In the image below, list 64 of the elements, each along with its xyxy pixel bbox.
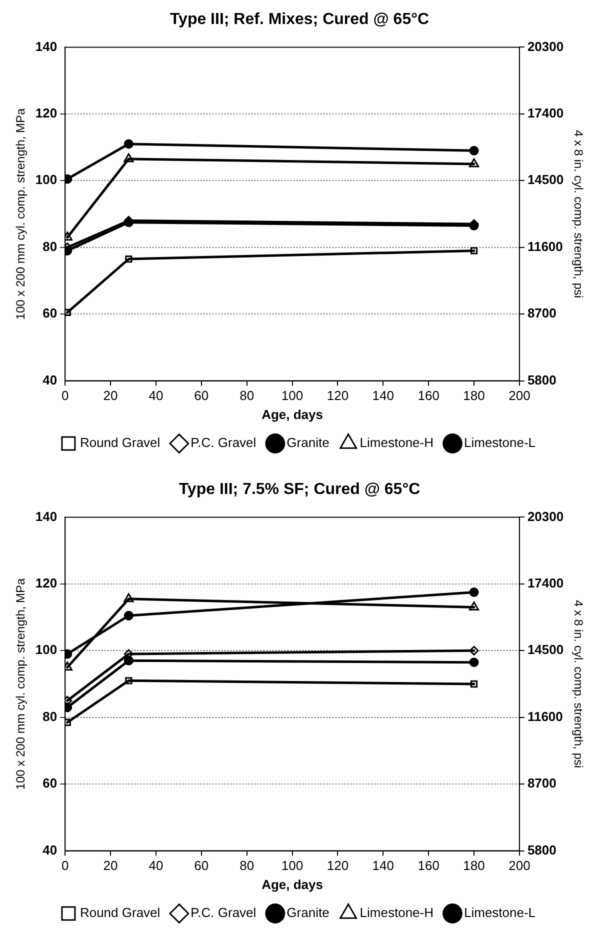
y2-tick-label: 8700 [527, 776, 556, 791]
legend-label: P.C. Gravel [190, 905, 256, 920]
x-tick-label: 160 [418, 388, 440, 404]
x-tick-label: 0 [61, 388, 69, 404]
x-tick-label: 100 [281, 858, 304, 874]
legend-label: Limestone-H [360, 435, 434, 450]
y2-tick-label: 11600 [527, 238, 563, 254]
y-tick-label: 40 [42, 372, 58, 388]
legend-label: Limestone-L [464, 905, 536, 920]
y-tick-label: 120 [35, 106, 58, 120]
x-tick-label: 100 [281, 388, 304, 404]
x-tick-label: 0 [61, 858, 69, 874]
y2-tick-label: 5800 [527, 372, 556, 388]
x-tick-label: 180 [463, 388, 485, 404]
x-tick-label: 140 [372, 858, 394, 874]
y2-tick-label: 11600 [527, 708, 563, 724]
legend-label: Limestone-L [464, 435, 536, 450]
legend-label: Round Gravel [80, 905, 160, 920]
y2-tick-label: 14500 [527, 642, 564, 658]
legend-label: Granite [286, 435, 330, 450]
legend-label: Round Gravel [80, 435, 160, 450]
x-tick-label: 40 [148, 858, 164, 874]
x-tick-label: 60 [194, 858, 209, 874]
x-axis-title: Age, days [262, 406, 323, 422]
x-tick-label: 180 [463, 858, 485, 874]
y2-tick-label: 17400 [527, 106, 564, 120]
legend-label: P.C. Gravel [190, 435, 256, 450]
y2-axis-title: 4 x 8 in. cyl. comp. strength, psi [571, 130, 586, 298]
y2-tick-label: 20300 [527, 508, 564, 524]
y-axis-title: 100 x 200 mm cyl. comp. strength, MPa [14, 108, 28, 320]
x-tick-label: 120 [326, 388, 349, 404]
x-tick-label: 160 [418, 858, 440, 874]
x-tick-label: 200 [508, 858, 530, 874]
y2-tick-label: 17400 [527, 576, 564, 590]
y2-tick-label: 20300 [527, 38, 564, 54]
x-tick-label: 20 [103, 858, 118, 874]
y-tick-label: 60 [42, 306, 58, 321]
y-tick-label: 60 [42, 776, 58, 791]
y-tick-label: 100 [35, 172, 58, 188]
y2-axis-title: 4 x 8 in. cyl. comp. strength, psi [571, 600, 586, 768]
x-axis-title: Age, days [262, 876, 323, 892]
x-tick-label: 40 [148, 388, 164, 404]
y-tick-label: 140 [35, 38, 58, 54]
y2-tick-label: 14500 [527, 172, 564, 188]
legend-label: Limestone-H [360, 905, 434, 920]
y2-tick-label: 5800 [527, 842, 556, 858]
y-tick-label: 40 [42, 842, 58, 858]
y-tick-label: 100 [35, 642, 58, 658]
x-tick-label: 80 [240, 858, 254, 874]
x-tick-label: 20 [103, 388, 118, 404]
legend-label: Granite [286, 905, 330, 920]
chart-title: Type III; Ref. Mixes; Cured @ 65°C [170, 11, 430, 28]
x-tick-label: 60 [194, 388, 209, 404]
y-tick-label: 140 [35, 508, 58, 524]
chart-title: Type III; 7.5% SF; Cured @ 65°C [178, 481, 421, 498]
y-tick-label: 80 [42, 238, 58, 254]
y2-tick-label: 8700 [527, 306, 556, 321]
x-tick-label: 140 [372, 388, 394, 404]
x-tick-label: 80 [240, 388, 254, 404]
x-tick-label: 120 [326, 858, 349, 874]
x-tick-label: 200 [508, 388, 530, 404]
y-tick-label: 120 [35, 576, 58, 590]
y-tick-label: 80 [42, 708, 58, 724]
y-axis-title: 100 x 200 mm cyl. comp. strength, MPa [14, 578, 28, 790]
